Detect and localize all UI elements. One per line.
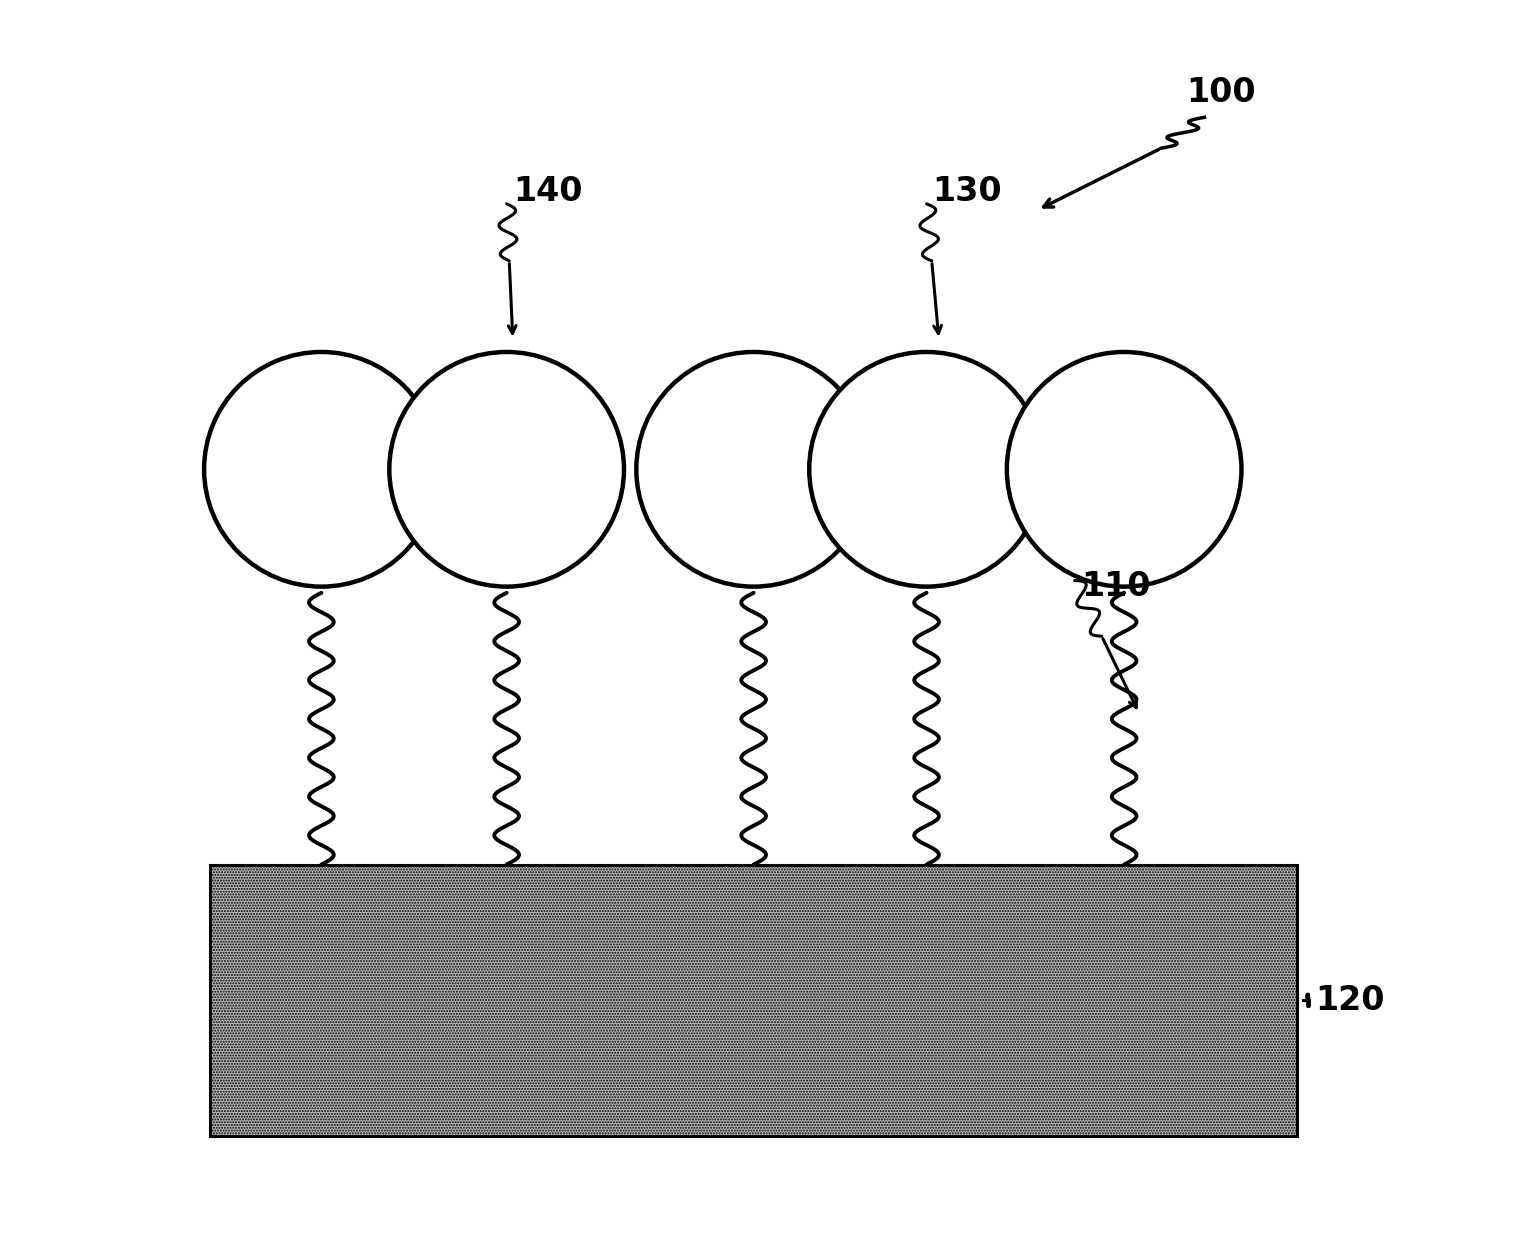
Circle shape bbox=[204, 352, 438, 587]
Circle shape bbox=[1007, 352, 1241, 587]
Text: 130: 130 bbox=[933, 175, 1002, 207]
Circle shape bbox=[809, 352, 1043, 587]
Text: 140: 140 bbox=[513, 175, 582, 207]
Text: 100: 100 bbox=[1186, 77, 1256, 109]
Text: 120: 120 bbox=[1316, 984, 1385, 1016]
Circle shape bbox=[636, 352, 872, 587]
Circle shape bbox=[389, 352, 624, 587]
Text: 110: 110 bbox=[1082, 571, 1151, 603]
Bar bbox=[210, 864, 1298, 1136]
